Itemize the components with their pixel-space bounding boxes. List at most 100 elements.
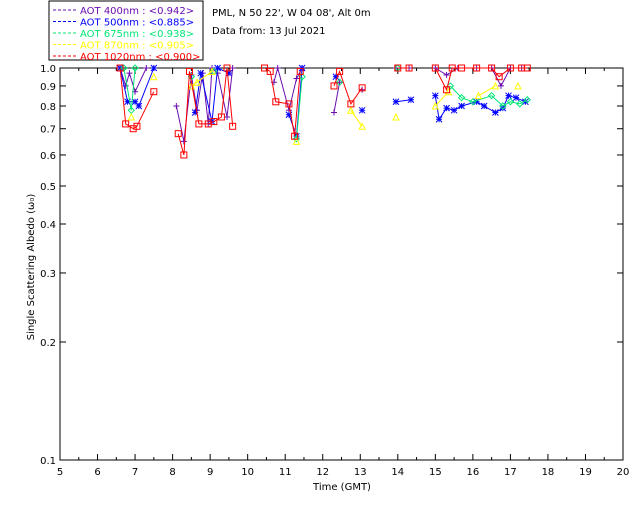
series-line bbox=[119, 67, 528, 156]
x-tick-label: 11 bbox=[279, 467, 292, 478]
legend-label: AOT 400nm : <0.942> bbox=[80, 6, 194, 17]
data-point-square bbox=[210, 118, 218, 126]
x-tick-label: 10 bbox=[241, 467, 254, 478]
data-point-square bbox=[266, 67, 274, 75]
data-point-square bbox=[405, 64, 413, 72]
data-point-plus bbox=[293, 75, 300, 82]
data-point-star bbox=[392, 98, 400, 106]
y-tick-label: 1.0 bbox=[40, 64, 56, 75]
data-point-square bbox=[523, 64, 531, 72]
data-point-square bbox=[495, 73, 503, 81]
data-point-star bbox=[450, 106, 458, 114]
data-point-star bbox=[332, 73, 340, 81]
series-aot-870nm bbox=[127, 67, 522, 145]
data-point-star bbox=[505, 92, 512, 100]
y-tick-label: 0.9 bbox=[40, 82, 56, 93]
data-point-square bbox=[431, 64, 439, 72]
data-point-square bbox=[291, 132, 299, 140]
data-point-star bbox=[480, 102, 488, 110]
data-point-star bbox=[208, 118, 216, 125]
data-point-plus bbox=[330, 109, 337, 116]
x-tick-label: 9 bbox=[207, 467, 213, 478]
data-point-square bbox=[116, 64, 124, 72]
y-axis-title: Single Scattering Albedo (ω₀) bbox=[26, 194, 37, 341]
data-point-square bbox=[129, 125, 137, 133]
data-point-triangle bbox=[358, 122, 366, 130]
y-tick-label: 0.2 bbox=[40, 338, 56, 349]
data-point-star bbox=[473, 98, 480, 106]
data-point-star bbox=[407, 96, 415, 104]
data-point-diamond bbox=[335, 78, 344, 86]
data-point-triangle bbox=[292, 137, 301, 145]
data-point-plus bbox=[126, 70, 133, 77]
data-point-star bbox=[522, 98, 529, 106]
data-point-plus bbox=[180, 138, 187, 145]
data-point-star bbox=[285, 111, 293, 119]
data-point-star bbox=[225, 69, 233, 77]
data-point-plus bbox=[498, 82, 505, 89]
data-point-square bbox=[336, 67, 344, 75]
data-point-square bbox=[229, 122, 237, 130]
x-tick-label: 14 bbox=[391, 467, 404, 478]
series-aot-500nm bbox=[116, 64, 529, 140]
data-point-diamond bbox=[506, 98, 515, 106]
legend-label: AOT 500nm : <0.885> bbox=[80, 18, 194, 29]
y-tick-label: 0.5 bbox=[40, 182, 56, 193]
legend-box bbox=[48, 0, 204, 61]
data-point-square bbox=[443, 86, 451, 94]
legend-label: AOT 870nm : <0.905> bbox=[80, 41, 194, 52]
data-point-star bbox=[431, 92, 439, 100]
info-block: PML, N 50 22', W 04 08', Alt 0m Data fro… bbox=[212, 8, 371, 37]
data-point-triangle bbox=[127, 112, 136, 121]
x-tick-label: 12 bbox=[316, 467, 329, 478]
data-point-diamond bbox=[499, 102, 507, 110]
data-point-square bbox=[174, 130, 182, 138]
data-point-square bbox=[217, 113, 225, 121]
data-point-plus bbox=[173, 102, 180, 109]
data-point-diamond bbox=[516, 100, 524, 108]
data-point-triangle bbox=[431, 101, 440, 110]
series-aot-675nm bbox=[120, 64, 531, 143]
data-point-triangle bbox=[150, 72, 158, 81]
data-point-triangle bbox=[208, 67, 216, 75]
data-point-square bbox=[223, 64, 231, 72]
data-point-star bbox=[116, 64, 124, 72]
data-point-square bbox=[358, 84, 366, 92]
data-point-star bbox=[458, 102, 465, 110]
data-point-plus bbox=[274, 65, 281, 71]
data-point-star bbox=[197, 69, 205, 77]
data-point-plus bbox=[143, 65, 150, 71]
data-point-plus bbox=[443, 71, 450, 78]
data-point-diamond bbox=[131, 64, 139, 72]
legend-label: AOT 1020nm : <0.900> bbox=[80, 52, 200, 63]
data-point-triangle bbox=[491, 81, 500, 90]
y-tick-label: 0.7 bbox=[40, 125, 56, 136]
data-point-star bbox=[512, 94, 520, 102]
data-point-star bbox=[131, 98, 139, 106]
series-aot-1020nm bbox=[116, 64, 531, 159]
x-tick-label: 6 bbox=[94, 467, 100, 478]
data-point-square bbox=[448, 64, 456, 72]
data-point-star bbox=[191, 109, 199, 116]
x-tick-label: 13 bbox=[354, 467, 367, 478]
data-point-star bbox=[492, 109, 499, 116]
info-date: Data from: 13 Jul 2021 bbox=[212, 26, 325, 37]
x-tick-label: 20 bbox=[617, 467, 630, 478]
data-point-diamond bbox=[487, 91, 496, 100]
data-point-square bbox=[458, 64, 466, 72]
x-tick-label: 16 bbox=[466, 467, 479, 478]
data-point-star bbox=[135, 102, 143, 110]
data-point-square bbox=[330, 82, 338, 90]
x-tick-label: 19 bbox=[579, 467, 592, 478]
legend: AOT 400nm : <0.942>AOT 500nm : <0.885> AO… bbox=[48, 0, 204, 63]
data-point-triangle bbox=[474, 91, 483, 100]
data-point-square bbox=[285, 100, 293, 108]
data-point-square bbox=[488, 64, 496, 72]
data-point-plus bbox=[336, 79, 343, 86]
data-point-star bbox=[214, 64, 221, 72]
data-point-square bbox=[195, 120, 203, 128]
data-point-square bbox=[180, 151, 188, 159]
data-point-diamond bbox=[469, 98, 477, 106]
data-point-square bbox=[133, 122, 141, 130]
x-tick-label: 5 bbox=[57, 467, 63, 478]
